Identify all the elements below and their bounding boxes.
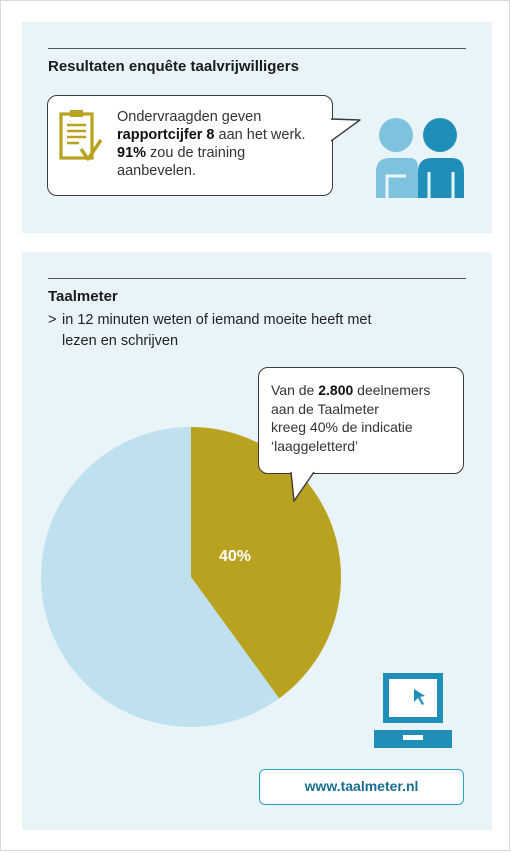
divider xyxy=(48,48,466,49)
taalmeter-description: > in 12 minuten weten of iemand moeite h… xyxy=(48,310,482,352)
callout-rest: deelnemers xyxy=(353,382,431,398)
pie-slice-2 xyxy=(40,427,280,727)
survey-grade: rapportcijfer 8 xyxy=(117,127,215,143)
callout-line-1: Van de 2.800 deelnemers xyxy=(271,381,430,400)
two-people-icon xyxy=(376,118,464,198)
pie-slice-1 xyxy=(191,427,341,699)
survey-line-4: aanbevelen. xyxy=(117,163,197,179)
taalmeter-website-link[interactable]: www.taalmeter.nl xyxy=(259,769,464,805)
description-line-2: lezen en schrijven xyxy=(62,333,179,349)
taalmeter-panel: Taalmeter > in 12 minuten weten of ieman… xyxy=(22,252,492,830)
callout-prefix: Van de xyxy=(271,382,319,398)
survey-line-2-rest: aan het werk. xyxy=(214,127,306,143)
callout-participants: 2.800 xyxy=(318,382,354,398)
callout-line-3: kreeg 40% de indicatie xyxy=(271,419,413,435)
callout-tail xyxy=(290,471,315,502)
survey-line-2: rapportcijfer 8 aan het werk. xyxy=(117,126,306,144)
arrow-marker: > xyxy=(48,312,57,328)
taalmeter-callout: Van de 2.800 deelnemers aan de Taalmeter… xyxy=(258,367,464,474)
survey-line-3-rest: zou de training xyxy=(146,145,246,161)
laptop-cursor-icon xyxy=(374,673,452,748)
callout-text: Van de 2.800 deelnemers aan de Taalmeter… xyxy=(271,381,430,455)
divider xyxy=(48,278,466,279)
survey-line-3: 91% zou de training xyxy=(117,144,306,162)
survey-panel: Resultaten enquête taalvrijwilligers Ond… xyxy=(22,22,492,233)
taalmeter-title: Taalmeter xyxy=(48,288,118,305)
pie-label-40: 40% xyxy=(219,548,251,565)
survey-percentage: 91% xyxy=(117,145,147,161)
description-line-1: in 12 minuten weten of iemand moeite hee… xyxy=(62,312,372,328)
survey-title: Resultaten enquête taalvrijwilligers xyxy=(48,58,299,75)
clipboard-check-icon xyxy=(59,110,103,161)
survey-text: Ondervraagden geven rapportcijfer 8 aan … xyxy=(117,108,306,180)
callout-line-2: aan de Taalmeter xyxy=(271,400,379,417)
survey-line-1: Ondervraagden geven xyxy=(117,109,262,125)
survey-speech-bubble: Ondervraagden geven rapportcijfer 8 aan … xyxy=(47,95,333,196)
bubble-tail xyxy=(331,118,361,142)
pie-chart: 40% xyxy=(40,427,341,727)
callout-line-4: ‘laaggeletterd’ xyxy=(271,437,359,454)
